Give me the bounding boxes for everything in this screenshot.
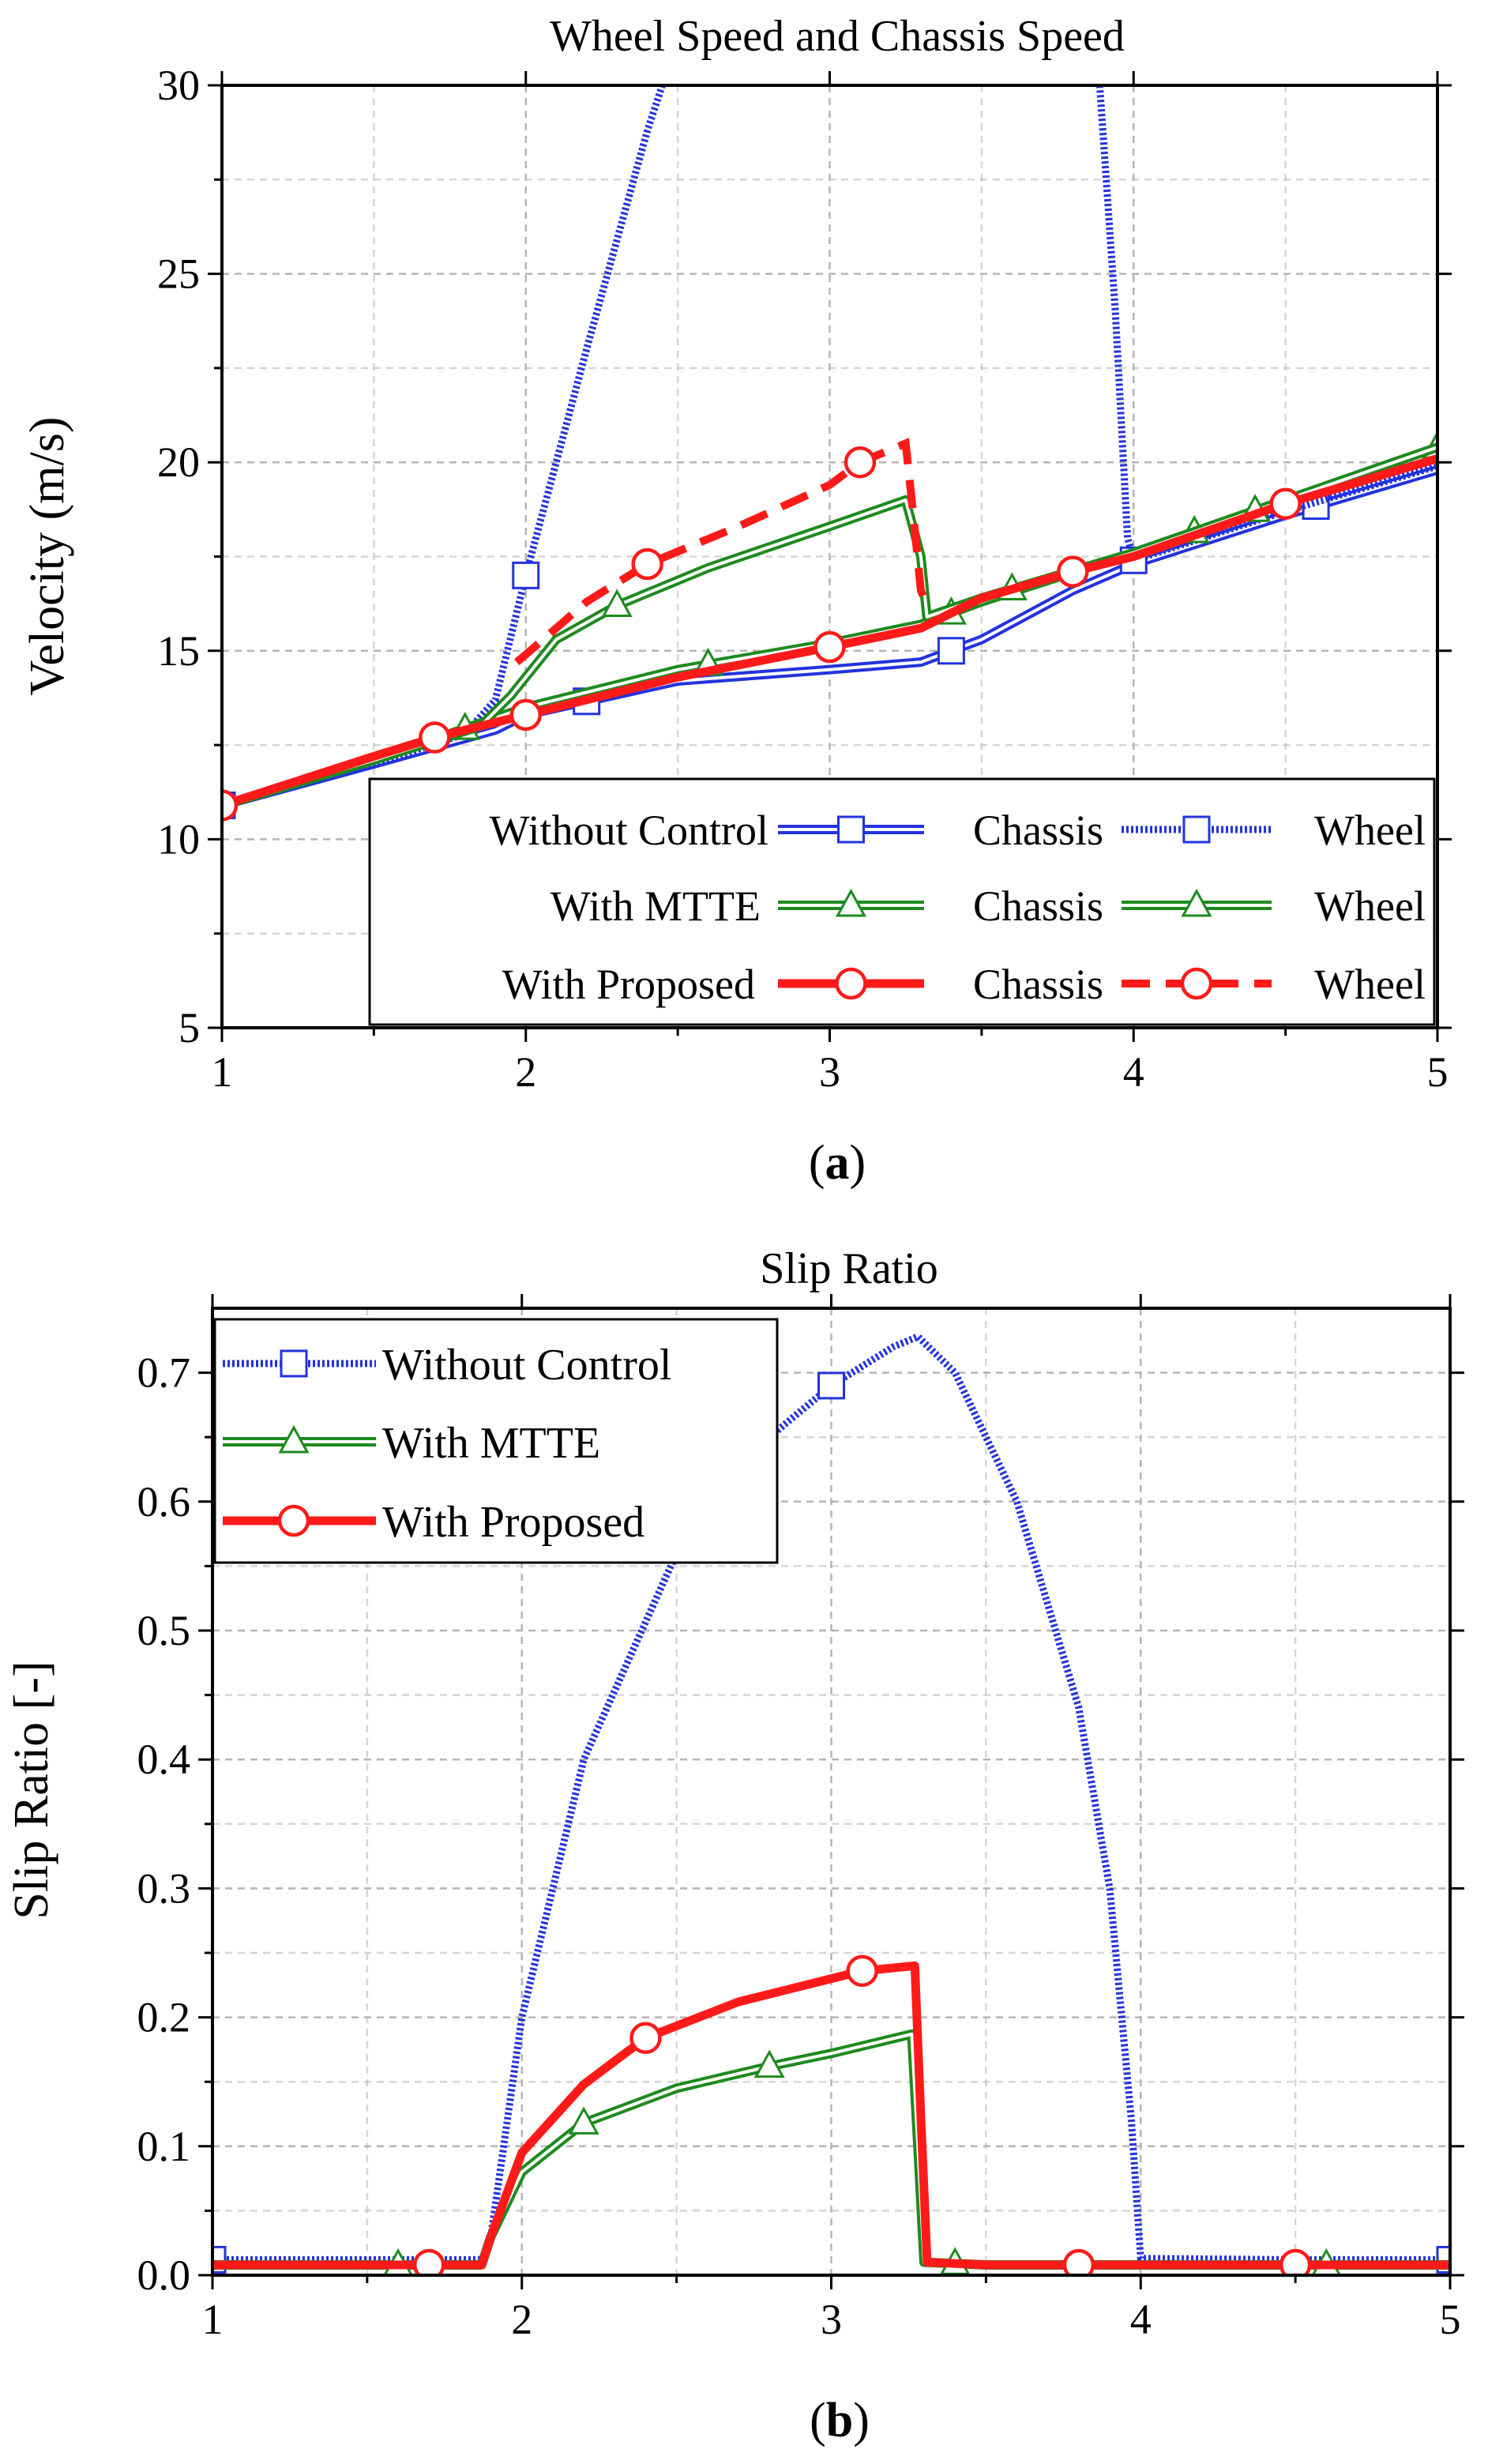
y-tick-label: 10	[157, 815, 200, 863]
series-with-proposed-chassis-marker-3	[814, 630, 846, 664]
series-with-mtte-marker-2	[753, 2049, 785, 2078]
x-tick-label-4: 4	[1130, 2296, 1152, 2343]
y-tick-label: 5	[178, 1004, 200, 1051]
y-tick-label: 25	[157, 250, 200, 298]
chart-a-ylabel: Velocity (m/s)	[21, 417, 74, 696]
series-with-proposed-chassis-marker-4	[1057, 555, 1089, 588]
series-with-proposed-chassis-marker-0	[222, 789, 239, 822]
legend-b-marker-without-control	[280, 1349, 308, 1378]
legend-b-marker-with-mtte	[278, 1424, 310, 1454]
chart-a-legend: Without Control Chassis Wheel With MTTE …	[368, 777, 1436, 1026]
series-with-proposed-chassis-marker-2	[509, 698, 542, 732]
legend-a-row3-chassis: Chassis	[973, 961, 1103, 1008]
legend-a-row1-group: Without Control	[490, 807, 768, 854]
y-tick-label: 0.2	[137, 1994, 191, 2041]
x-tick-label-2: 2	[515, 1048, 536, 1096]
x-tick-label-4: 4	[1123, 1048, 1144, 1096]
legend-a-row1-chassis: Chassis	[973, 807, 1103, 854]
chart-a-title: Wheel Speed and Chassis Speed	[550, 12, 1125, 61]
x-tick-label-5: 5	[1440, 2296, 1461, 2343]
chart-b-ylabel: Slip Ratio [-]	[5, 1661, 58, 1919]
series-with-proposed-chassis-marker-5	[1269, 487, 1302, 520]
x-tick-label-1: 1	[212, 1048, 233, 1096]
legend-a-marker-with-mtte-chassis	[835, 888, 867, 917]
y-tick-label: 0.3	[137, 1864, 191, 1912]
chart-b-subfigure-label: (b)	[810, 2394, 870, 2447]
series-without-control-chassis-marker-2	[937, 637, 965, 665]
legend-b-without: Without Control	[382, 1341, 671, 1390]
legend-a-row3-group: With Proposed	[502, 961, 755, 1008]
legend-a-row1-wheel: Wheel	[1314, 807, 1426, 854]
chart-b-grid	[212, 1308, 1450, 2275]
legend-a-row2-group: With MTTE	[550, 882, 761, 930]
x-tick-label-5: 5	[1427, 1048, 1449, 1096]
x-tick-label-2: 2	[511, 2296, 532, 2343]
x-tick-label-3: 3	[819, 1048, 840, 1096]
slip-ratio-chart: Slip Ratio 1 2 3 4 5 0.0 0.1 0.2 0.3 0.4 0.5 0.6 0.7…	[5, 1244, 1464, 2447]
y-tick-label: 0.1	[137, 2123, 191, 2170]
y-tick-label: 0.7	[137, 1349, 191, 1397]
series-with-proposed-wheel-line	[514, 438, 931, 665]
series-without-control-marker-1	[817, 1371, 845, 1400]
legend-a-row2-chassis: Chassis	[973, 882, 1103, 930]
series-with-proposed-marker-1	[629, 2022, 662, 2054]
series-without-control-wheel-marker-1	[512, 561, 540, 589]
x-tick-label-1: 1	[202, 2296, 224, 2343]
chart-b-series	[212, 1332, 1450, 2275]
chart-b-legend-samples	[223, 1349, 376, 1537]
y-tick-label: 0.0	[137, 2251, 191, 2299]
chart-a-ticks: 1 2 3 4 5 5 10 15 20 25 30	[157, 62, 1452, 1096]
legend-b-marker-with-proposed	[277, 1504, 310, 1537]
legend-a-marker-with-mtte-wheel	[1181, 888, 1212, 917]
legend-a-row2-wheel: Wheel	[1314, 882, 1426, 930]
series-without-control-line	[212, 1332, 1450, 2263]
series-with-proposed-wheel-marker-0	[631, 547, 663, 581]
series-with-proposed-wheel-marker-1	[844, 446, 877, 479]
legend-a-marker-without-control-chassis	[837, 815, 865, 844]
legend-b-proposed: With Proposed	[382, 1498, 644, 1547]
series-with-mtte-wheel-marker-0	[601, 589, 633, 618]
chart-b-legend: Without Control With MTTE With Proposed	[213, 1318, 779, 1564]
legend-a-marker-with-proposed-wheel	[1180, 967, 1213, 1000]
y-tick-label: 0.6	[137, 1478, 191, 1525]
y-tick-label: 15	[157, 627, 200, 675]
y-tick-label: 0.4	[137, 1736, 191, 1783]
x-tick-label-3: 3	[821, 2296, 842, 2343]
chart-b-ticks: 1 2 3 4 5 0.0 0.1 0.2 0.3 0.4 0.5 0.6 0.7	[137, 1294, 1464, 2343]
series-with-proposed-marker-0	[412, 2248, 445, 2275]
velocity-chart: Wheel Speed and Chassis Speed 1 2 3 4 5 5 10 15…	[21, 12, 1452, 1190]
chart-a-subfigure-label: (a)	[809, 1136, 866, 1190]
y-tick-label: 30	[157, 62, 200, 109]
series-with-proposed-marker-3	[1062, 2248, 1095, 2275]
y-tick-label: 0.5	[137, 1607, 191, 1654]
series-with-proposed-chassis-marker-1	[419, 721, 451, 754]
chart-a-series	[222, 85, 1437, 822]
y-tick-label: 20	[157, 438, 200, 486]
legend-a-row3-wheel: Wheel	[1314, 961, 1426, 1008]
series-with-proposed-marker-2	[846, 1954, 878, 1988]
chart-a-legend-samples	[778, 815, 1272, 1000]
series-with-mtte-marker-1	[568, 2106, 599, 2135]
legend-a-marker-with-proposed-chassis	[835, 967, 867, 1000]
legend-a-marker-without-control-wheel	[1182, 815, 1211, 844]
series-with-proposed-marker-4	[1279, 2248, 1312, 2275]
chart-b-title: Slip Ratio	[760, 1244, 938, 1293]
legend-b-mtte: With MTTE	[382, 1419, 600, 1468]
